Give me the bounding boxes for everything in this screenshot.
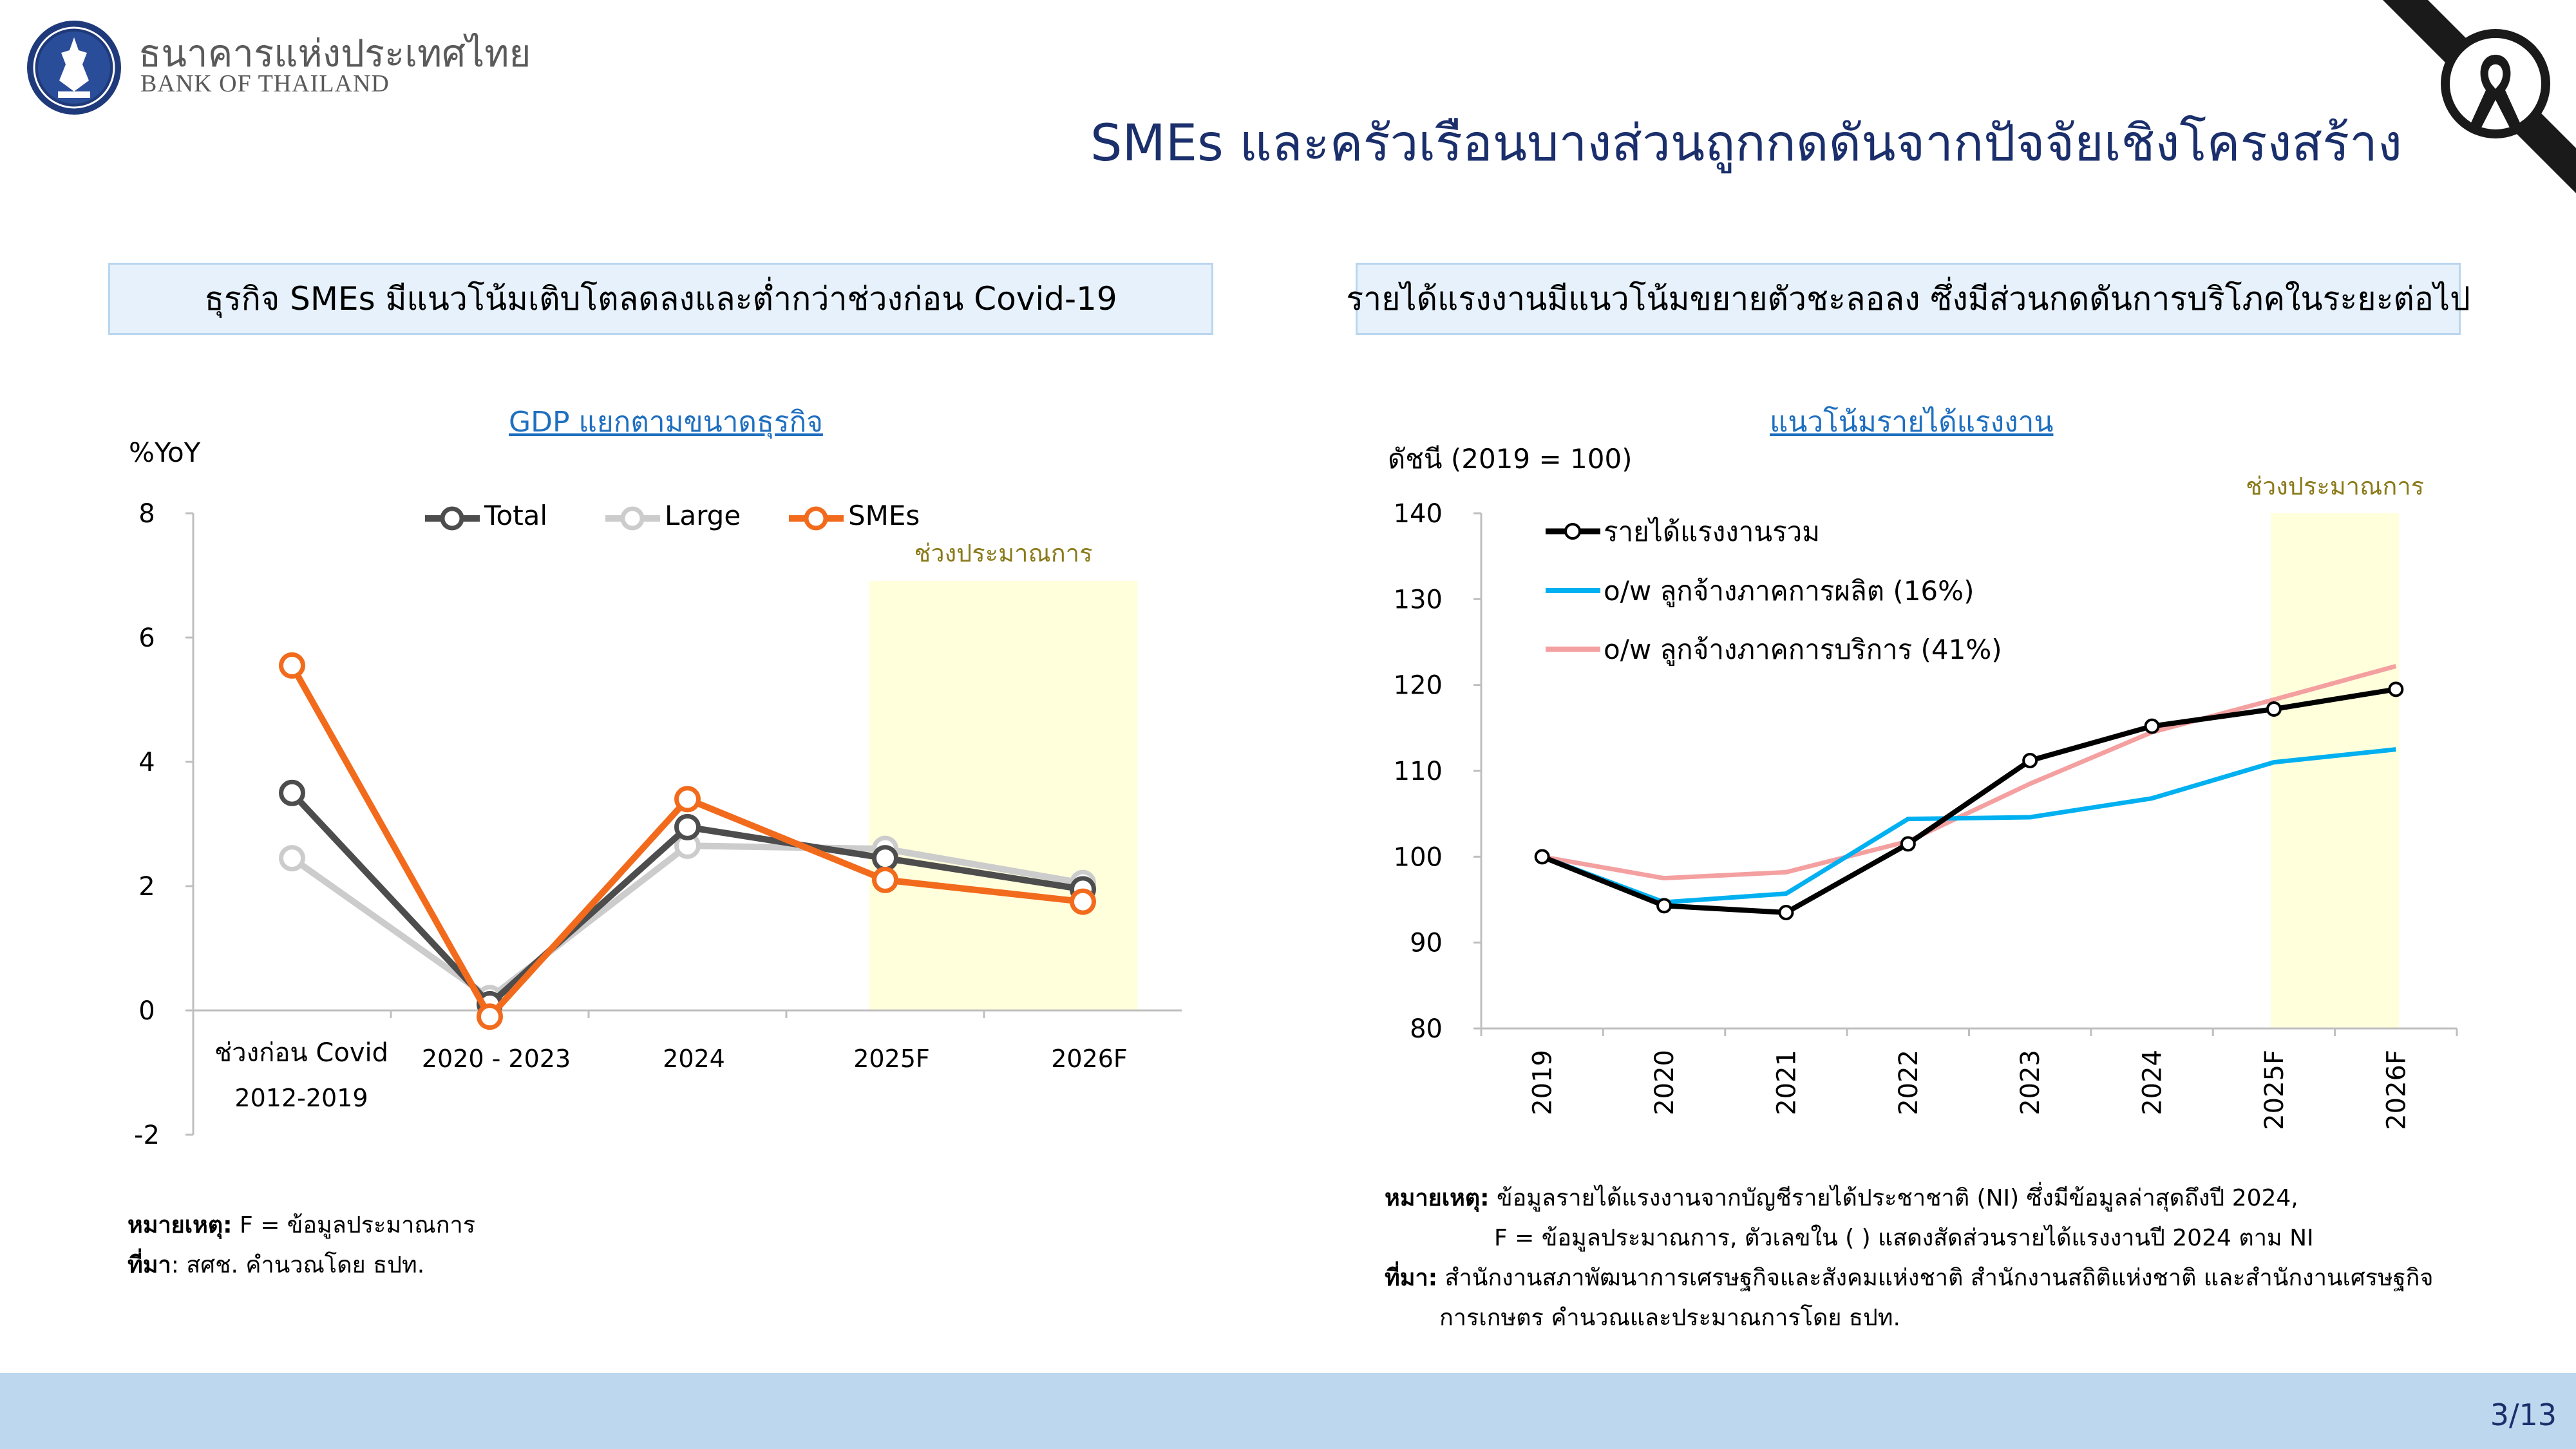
y-tick-label: 110 (1394, 757, 1443, 786)
x-tick-label: 2026F (1051, 1045, 1128, 1073)
x-tick-label: 2019 (1528, 1050, 1558, 1115)
x-tick-label: 2022 (1894, 1050, 1924, 1115)
x-tick-label: 2024 (2138, 1050, 2168, 1115)
x-tick-label: 2020 (1650, 1050, 1680, 1115)
left-note-text: F = ข้อมูลประมาณการ (240, 1212, 476, 1238)
left-panel-heading: ธุรกิจ SMEs มีแนวโน้มเติบโตลดลงและต่ำกว่… (108, 263, 1213, 335)
data-point-0 (2388, 681, 2404, 697)
data-point-total (872, 845, 898, 872)
left-chart-title: GDP แยกตามขนาดธุรกิจ (509, 406, 823, 439)
data-point-smes (872, 866, 898, 893)
y-tick-label: 2 (138, 872, 155, 902)
data-point-large (279, 845, 305, 872)
org-name-th: ธนาคารแห่งประเทศไทย (138, 32, 531, 75)
series-line-0 (1541, 687, 2396, 915)
data-point-0 (1656, 898, 1672, 914)
right-source-label: ที่มา: (1385, 1265, 1438, 1291)
right-panel-heading: รายได้แรงงานมีแนวโน้มขยายตัวชะลอลง ซึ่งม… (1346, 263, 2470, 335)
right-chart-title: แนวโน้มรายได้แรงงาน (1770, 406, 2054, 439)
legend-label-smes: SMEs (848, 500, 920, 531)
y-tick-label: -2 (134, 1121, 160, 1150)
page-title: SMEs และครัวเรือนบางส่วนถูกกดดันจากปัจจั… (1090, 115, 2402, 173)
y-tick-label: 90 (1410, 929, 1443, 958)
right-note: หมายเหตุ: ข้อมูลรายได้แรงงานจากบัญชีรายไ… (1385, 1179, 2434, 1338)
legend-marker-smes (804, 506, 828, 531)
data-point-total (279, 779, 305, 806)
forecast-label: ช่วงประมาณการ (2246, 472, 2424, 500)
right-chart-ylabel: ดัชนี (2019 = 100) (1388, 443, 1633, 475)
left-source-label: ที่มา (128, 1252, 171, 1278)
left-note-label: หมายเหตุ: (128, 1212, 232, 1238)
series-line-1 (1541, 747, 2396, 905)
right-line-chart: ช่วงประมาณการ 140 130 120 110 100 90 80 2019 2020… (1394, 472, 2458, 1130)
y-tick-label: 120 (1394, 671, 1443, 701)
legend-label-2: o/w ลูกจ้างภาคการบริการ (41%) (1604, 634, 2002, 666)
legend-marker-total (440, 506, 464, 531)
bot-seal-logo-icon (27, 21, 121, 115)
data-point-0 (2022, 753, 2038, 768)
x-tick-label: 2020 - 2023 (422, 1045, 571, 1073)
right-note-label: หมายเหตุ: (1385, 1185, 1490, 1211)
x-tick-label: 2023 (2016, 1050, 2045, 1115)
x-tick-label-line2: 2012-2019 (234, 1084, 368, 1112)
data-point-smes (674, 786, 701, 813)
data-point-0 (1900, 836, 1916, 852)
data-point-total (674, 813, 701, 840)
x-tick-label: 2021 (1772, 1050, 1801, 1115)
y-tick-label: 8 (138, 499, 155, 529)
legend-label-total: Total (484, 500, 547, 531)
data-point-0 (1778, 905, 1794, 920)
x-tick-label: 2025F (853, 1045, 930, 1073)
data-point-smes (477, 1003, 503, 1030)
right-source-line2: การเกษตร คำนวณและประมาณการโดย ธปท. (1439, 1305, 1900, 1331)
y-tick-label: 0 (138, 996, 155, 1026)
x-tick-label: ช่วงก่อน Covid (214, 1038, 388, 1068)
left-line-chart: ช่วงประมาณการ 8 6 4 2 0 -2 ช่วงก่อน Covid 2012-2… (134, 499, 1182, 1150)
left-source-text: : สศช. คำนวณโดย ธปท. (171, 1252, 425, 1278)
data-point-0 (2266, 701, 2282, 717)
legend-label-0: รายได้แรงงานรวม (1604, 516, 1820, 547)
right-note-line1: ข้อมูลรายได้แรงงานจากบัญชีรายได้ประชาชาต… (1497, 1185, 2298, 1211)
right-source-line1: สำนักงานสภาพัฒนาการเศรษฐกิจและสังคมแห่งช… (1444, 1265, 2434, 1291)
y-tick-label: 140 (1394, 499, 1443, 529)
forecast-shading (2270, 513, 2400, 1028)
y-tick-label: 4 (138, 748, 155, 777)
data-point-smes (1070, 888, 1096, 915)
data-point-smes (279, 652, 305, 679)
page-number: 3/13 (2490, 1397, 2557, 1432)
org-name-en: BANK OF THAILAND (140, 70, 390, 97)
y-tick-label: 130 (1394, 585, 1443, 614)
data-point-0 (1534, 849, 1550, 865)
y-tick-label: 6 (138, 623, 155, 653)
x-tick-label: 2024 (663, 1045, 725, 1073)
forecast-label: ช่วงประมาณการ (914, 539, 1092, 567)
x-tick-label: 2025F (2260, 1050, 2289, 1130)
series-line-2 (1542, 663, 2397, 881)
y-tick-label: 80 (1410, 1014, 1443, 1044)
legend-marker-0 (1564, 523, 1581, 540)
data-point-0 (2144, 718, 2160, 734)
forecast-shading (869, 581, 1138, 1010)
black-ribbon-icon (2383, 0, 2576, 193)
left-note: หมายเหตุ: F = ข้อมูลประมาณการ ที่มา: สศช… (128, 1206, 475, 1285)
right-note-line2: F = ข้อมูลประมาณการ, ตัวเลขใน ( ) แสดงสั… (1494, 1225, 2314, 1251)
legend-label-large: Large (665, 500, 741, 531)
legend-marker-large (620, 506, 645, 531)
legend-label-1: o/w ลูกจ้างภาคการผลิต (16%) (1604, 575, 1974, 607)
x-tick-label: 2026F (2382, 1050, 2411, 1130)
y-tick-label: 100 (1394, 842, 1443, 872)
left-chart-ylabel: %YoY (129, 437, 201, 468)
footer-bar (0, 1373, 2576, 1449)
